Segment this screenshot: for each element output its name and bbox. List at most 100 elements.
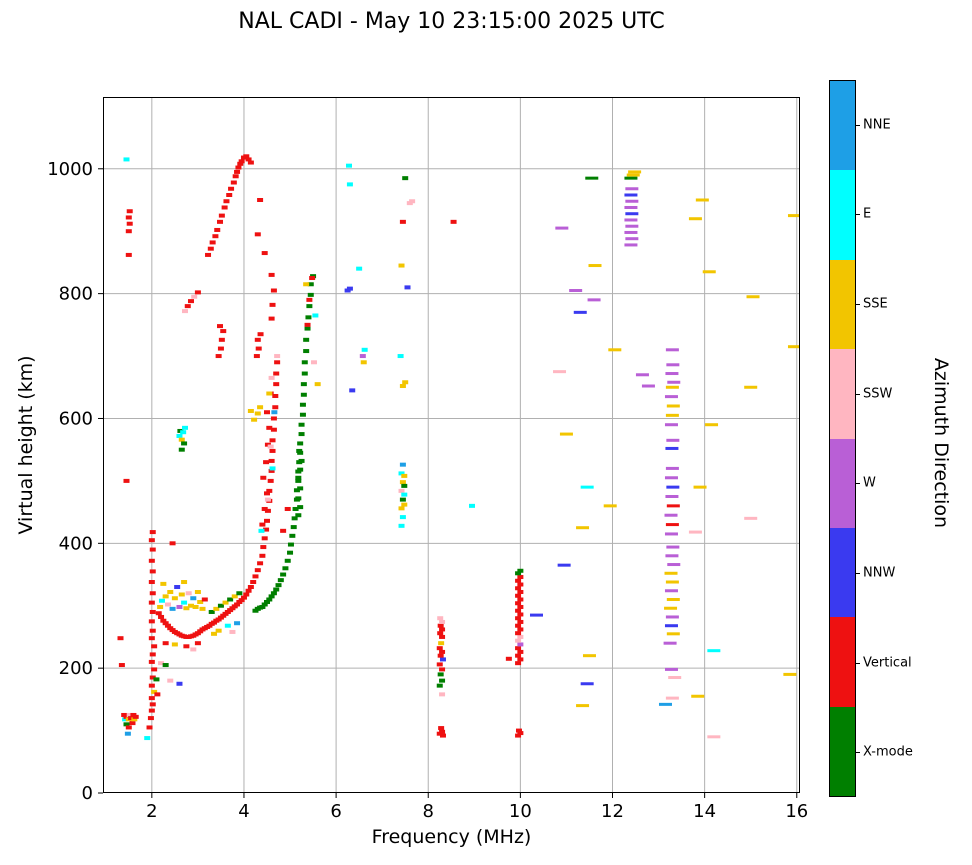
data-point [149,547,156,552]
data-dash [664,606,678,610]
y-tick-label: 200 [59,658,93,679]
colorbar-segment-w [830,438,855,528]
data-point [264,497,271,502]
data-point [149,530,156,535]
data-point [404,285,411,290]
data-point [268,458,275,463]
data-point [295,475,302,480]
data-dash [746,295,760,299]
x-tick-label: 4 [238,801,249,822]
data-point [268,316,275,321]
data-point [398,506,405,511]
data-point [234,621,241,626]
data-point [162,621,169,626]
data-point [270,288,277,293]
data-point [469,503,475,508]
data-point [438,726,445,731]
data-point [517,604,524,609]
data-dash [665,615,679,619]
data-point [236,591,243,596]
data-point [160,581,167,586]
data-point [515,638,522,643]
data-point [295,513,302,518]
data-point [254,232,261,237]
data-point [217,324,224,329]
data-point [183,644,190,649]
data-dash [688,217,702,221]
data-point [167,590,174,595]
y-tick-label: 0 [82,783,93,804]
data-point [181,441,188,446]
data-point [148,659,155,664]
data-point [439,667,446,672]
data-point [162,663,169,668]
data-point [306,297,313,302]
data-point [517,597,524,602]
data-point [258,528,265,533]
data-point [267,478,274,483]
data-point [176,681,183,686]
data-point [261,536,268,541]
data-point [289,533,296,538]
x-tick-label: 16 [785,801,808,822]
data-dash [702,270,716,274]
data-point [264,599,270,604]
data-point [220,329,227,334]
data-point [148,619,155,624]
data-dash [608,348,622,352]
data-point [194,290,201,295]
data-point [290,525,297,530]
data-dash [665,413,679,417]
data-point [439,729,446,734]
data-dash [664,571,678,575]
data-point [254,568,261,573]
data-dash [624,230,638,234]
data-point [517,590,524,595]
data-point [243,592,250,597]
colorbar-segment-ssw [830,349,855,439]
data-point [149,569,156,574]
data-point [169,541,176,546]
data-point [266,488,273,493]
data-point [194,641,201,646]
data-point [182,425,188,430]
data-point [439,678,446,683]
data-point [123,714,130,719]
y-tick-label: 600 [59,408,93,429]
data-point [266,391,273,396]
data-point [287,550,294,555]
colorbar-label-nne: NNE [863,117,891,133]
data-dash [603,504,617,508]
data-point [264,410,270,415]
data-point [212,234,219,239]
data-point [517,612,524,617]
data-point [360,360,367,365]
data-point [176,433,183,438]
colorbar-segment-sse [830,259,855,350]
data-point [298,458,305,463]
data-point [221,205,228,210]
data-point [157,604,164,609]
data-point [128,716,135,721]
data-point [297,505,304,510]
data-point [515,631,522,636]
data-point [125,725,132,730]
data-point [257,405,264,410]
data-point [517,731,524,736]
data-point [149,591,156,596]
x-tick-label: 10 [509,801,532,822]
x-tick-label: 6 [330,801,341,822]
data-point [299,402,306,407]
colorbar-tick [856,124,860,126]
data-point [312,313,319,318]
data-point [361,347,368,352]
data-point [264,508,271,513]
data-point [243,154,250,159]
data-dash [576,704,590,708]
data-point [146,725,153,730]
data-point [399,462,406,467]
data-point [192,604,199,609]
data-point [298,432,305,437]
x-tick-label: 8 [423,801,434,822]
data-dash [624,205,638,209]
